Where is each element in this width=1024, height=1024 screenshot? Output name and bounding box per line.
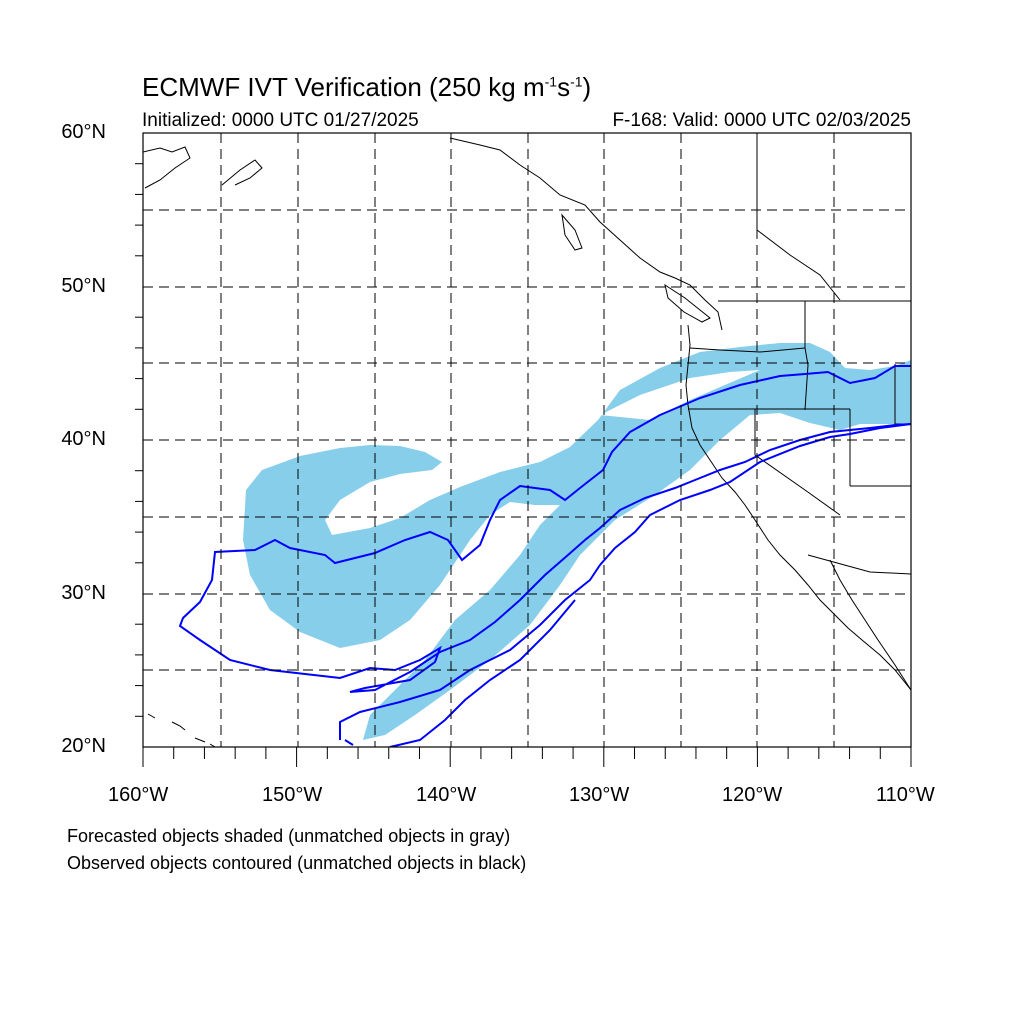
observed-contour-tail: [344, 599, 576, 747]
observed-objects: [178, 365, 911, 747]
map-title: ECMWF IVT Verification (250 kg m-1s-1): [142, 72, 592, 102]
observed-contour: [178, 365, 911, 693]
mexico-border: [807, 554, 911, 575]
map-frame: [142, 132, 912, 748]
lon-label-110: 110°W: [876, 784, 935, 806]
idaho-border: [804, 301, 809, 411]
lat-label-30: 30°N: [61, 582, 106, 604]
bc-coast: [449, 137, 723, 331]
initialized-time: Initialized: 0000 UTC 01/27/2025: [142, 110, 419, 131]
lon-label-120: 120°W: [722, 784, 783, 806]
montana-border: [756, 229, 841, 301]
graticule: [143, 133, 911, 747]
hawaii-islands: [147, 713, 216, 747]
lat-label-50: 50°N: [61, 275, 106, 297]
vancouver-island: [664, 283, 711, 323]
forecast-objects: [243, 343, 911, 740]
lat-label-20: 20°N: [61, 735, 106, 757]
forecast-object-inner: [600, 370, 760, 420]
alaska-coast: [143, 146, 191, 189]
haida-gwaii: [561, 213, 583, 251]
wa-or-border: [689, 347, 806, 353]
legend-observed: Observed objects contoured (unmatched ob…: [67, 853, 527, 873]
lat-label-60: 60°N: [61, 121, 106, 143]
baja-east-coast: [829, 559, 911, 691]
lon-label-150: 150°W: [262, 784, 323, 806]
lon-label-140: 140°W: [416, 784, 477, 806]
lon-label-160: 160°W: [108, 784, 169, 806]
ca-nv-diagonal: [754, 409, 841, 516]
observed-contour-south: [339, 423, 911, 740]
legend-forecast: Forecasted objects shaded (unmatched obj…: [67, 826, 511, 846]
forecast-object-main: [243, 343, 911, 740]
aleutian-coast: [221, 159, 263, 186]
valid-time: F-168: Valid: 0000 UTC 02/03/2025: [612, 110, 911, 131]
axis-ticks: [135, 163, 912, 767]
lat-label-40: 40°N: [61, 428, 106, 450]
lon-label-130: 130°W: [569, 784, 630, 806]
us-west-coast: [685, 324, 911, 691]
